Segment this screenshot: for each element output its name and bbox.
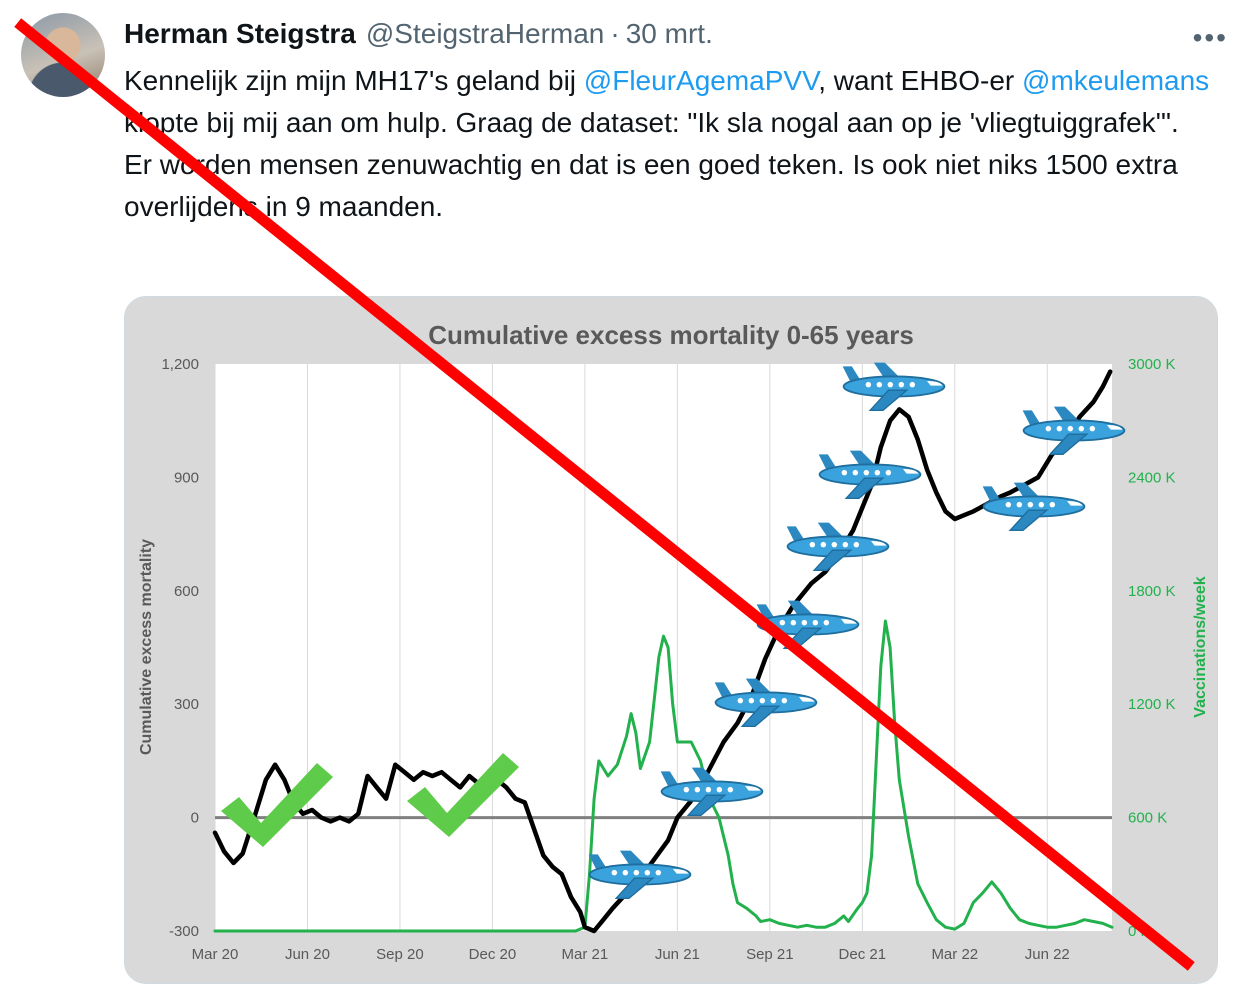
y-tick-label: -300 bbox=[169, 923, 199, 940]
y-tick-label: 300 bbox=[174, 696, 199, 713]
more-options-icon[interactable]: ••• bbox=[1192, 22, 1228, 53]
x-tick-label: Dec 20 bbox=[469, 946, 517, 963]
y2-axis-label: Vaccinations/week bbox=[1192, 576, 1209, 718]
x-tick-label: Dec 21 bbox=[839, 946, 887, 963]
y-axis-label: Cumulative excess mortality bbox=[138, 539, 155, 755]
x-tick-label: Mar 21 bbox=[562, 946, 609, 963]
y-tick-label: 1,200 bbox=[161, 356, 199, 373]
x-tick-label: Jun 20 bbox=[285, 946, 330, 963]
tweet-text-part: Er worden mensen zenuwachtig en dat is e… bbox=[124, 149, 1178, 222]
excess-mortality-chart: Cumulative excess mortality 0-65 years 1… bbox=[138, 320, 1209, 963]
y-tick-label: 0 bbox=[191, 810, 199, 827]
x-tick-label: Jun 22 bbox=[1025, 946, 1070, 963]
y2-tick-label: 0 K bbox=[1128, 923, 1151, 940]
tweet-text: Kennelijk zijn mijn MH17's geland bij @F… bbox=[124, 60, 1214, 228]
y-tick-label: 600 bbox=[174, 583, 199, 600]
tweet-text-part: Kennelijk zijn mijn MH17's geland bij bbox=[124, 65, 584, 96]
y2-tick-label: 3000 K bbox=[1128, 356, 1176, 373]
x-tick-label: Sep 20 bbox=[376, 946, 424, 963]
mention-link[interactable]: @mkeulemans bbox=[1022, 65, 1210, 96]
x-tick-label: Sep 21 bbox=[746, 946, 794, 963]
x-tick-label: Mar 20 bbox=[192, 946, 239, 963]
tweet-text-part: klopte bij mij aan om hulp. Graag de dat… bbox=[124, 107, 1179, 138]
x-tick-label: Jun 21 bbox=[655, 946, 700, 963]
y2-tick-label: 600 K bbox=[1128, 810, 1167, 827]
y2-tick-label: 1800 K bbox=[1128, 583, 1176, 600]
author-avatar[interactable] bbox=[21, 13, 105, 97]
author-name[interactable]: Herman Steigstra bbox=[124, 18, 356, 49]
mention-link[interactable]: @FleurAgemaPVV bbox=[583, 65, 819, 96]
separator-dot: · bbox=[610, 18, 620, 49]
x-tick-label: Mar 22 bbox=[931, 946, 978, 963]
tweet-header: Herman Steigstra @SteigstraHerman · 30 m… bbox=[124, 14, 713, 54]
chart-image-card[interactable]: Cumulative excess mortality 0-65 years 1… bbox=[124, 296, 1218, 984]
tweet-date[interactable]: 30 mrt. bbox=[625, 18, 713, 49]
chart-title: Cumulative excess mortality 0-65 years bbox=[428, 320, 914, 350]
y2-tick-label: 1200 K bbox=[1128, 696, 1176, 713]
author-handle[interactable]: @SteigstraHerman bbox=[365, 18, 605, 49]
tweet-text-part: , want EHBO-er bbox=[818, 65, 1023, 96]
y-tick-label: 900 bbox=[174, 469, 199, 486]
y2-tick-label: 2400 K bbox=[1128, 469, 1176, 486]
